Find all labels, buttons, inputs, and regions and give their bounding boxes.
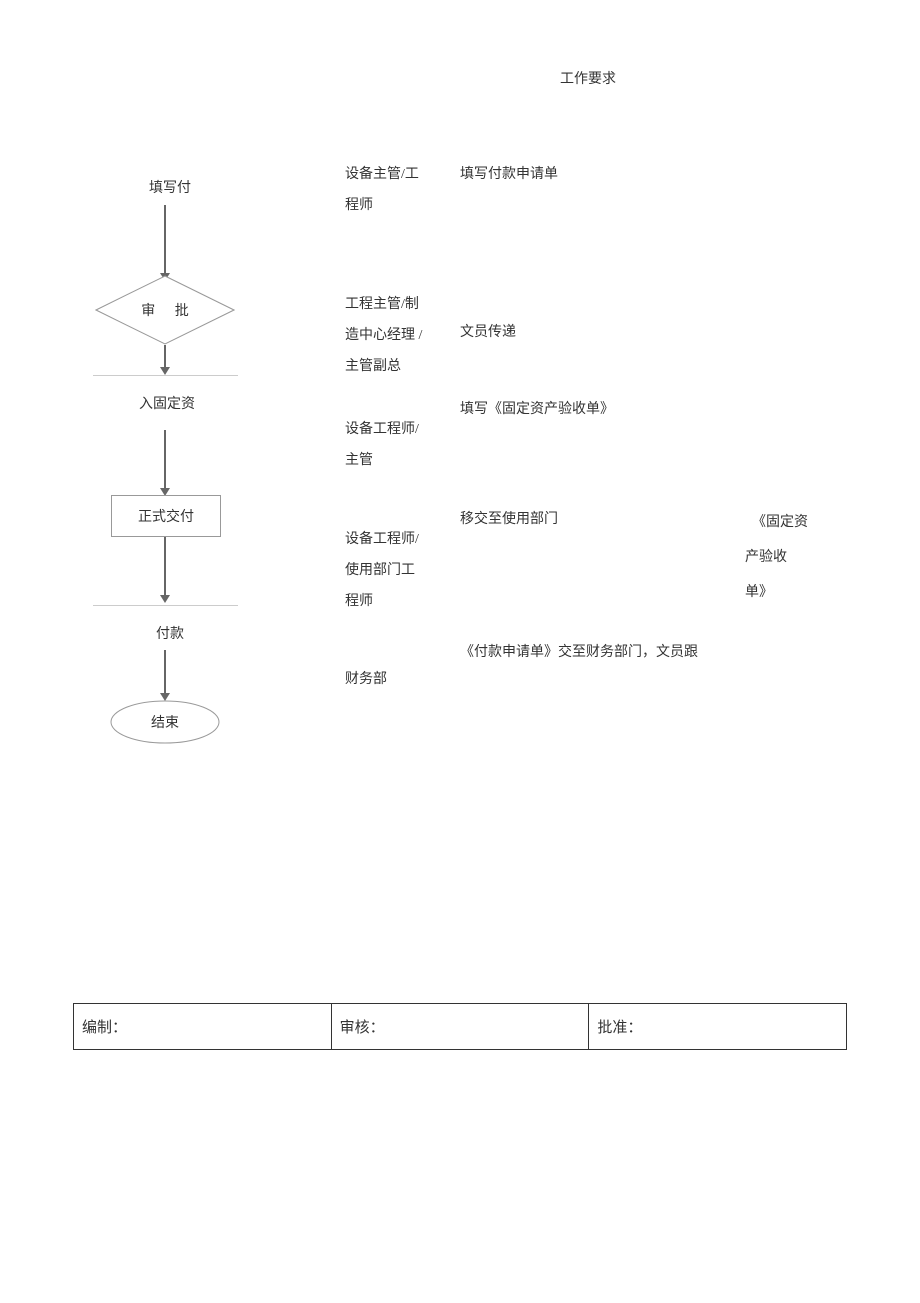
flow-node-approve: 审 批 <box>95 275 235 345</box>
responsible-r1-l2: 主管副总 <box>345 359 401 374</box>
responsible-r0-l1: 程师 <box>345 198 373 213</box>
flow-arrowhead-2a <box>160 367 170 375</box>
flow-edge-5 <box>164 650 166 695</box>
responsible-r0: 设备主管/工 程师 <box>345 160 419 222</box>
requirement-r1-l0: 文员传递 <box>460 325 516 340</box>
signoff-approve-label: 批准： <box>597 1020 642 1036</box>
flow-node-asset-entry: 入固定资 <box>117 393 217 413</box>
responsible-r3-l2: 程师 <box>345 594 373 609</box>
requirement-r2-l0: 填写《固定资产验收单》 <box>460 402 614 417</box>
requirement-r4: 《付款申请单》交至财务部门，文员跟 <box>460 638 698 669</box>
signoff-table: 编制： 审核： 批准： <box>73 1003 847 1050</box>
requirement-r0-l0: 填写付款申请单 <box>460 167 558 182</box>
responsible-r1-l0: 工程主管/制 <box>345 297 419 312</box>
flow-hrule-1 <box>93 375 238 376</box>
responsible-r2-l1: 主管 <box>345 453 373 468</box>
responsible-r1-l1: 造中心经理 / <box>345 328 422 343</box>
responsible-r3: 设备工程师/ 使用部门工 程师 <box>345 525 419 617</box>
signoff-cell-compile: 编制： <box>74 1004 332 1050</box>
flow-edge-1 <box>164 205 166 275</box>
flow-node-pay: 付款 <box>140 623 200 643</box>
signoff-cell-approve: 批准： <box>589 1004 847 1050</box>
responsible-r3-l0: 设备工程师/ <box>345 532 419 547</box>
requirement-r3-l0: 移交至使用部门 <box>460 512 558 527</box>
flow-node-deliver-label: 正式交付 <box>138 506 194 526</box>
requirement-r4-l0: 《付款申请单》交至财务部门，文员跟 <box>460 645 698 660</box>
responsible-r4-l0: 财务部 <box>345 672 387 687</box>
signoff-compile-label: 编制： <box>82 1020 127 1036</box>
forms-r0-l0: 《固定资 <box>745 515 808 530</box>
work-requirements-header: 工作要求 <box>560 68 616 88</box>
forms-r0: 《固定资 产验收 单》 <box>745 505 808 610</box>
flow-node-fill-payment: 填写付 <box>130 177 210 197</box>
forms-r0-l2: 单》 <box>745 585 773 600</box>
responsible-r3-l1: 使用部门工 <box>345 563 415 578</box>
flow-hrule-2 <box>93 605 238 606</box>
requirement-r3: 移交至使用部门 <box>460 505 558 536</box>
flow-node-end: 结束 <box>110 700 220 744</box>
signoff-review-label: 审核： <box>340 1020 385 1036</box>
flow-edge-3 <box>164 430 166 490</box>
flow-node-deliver: 正式交付 <box>111 495 221 537</box>
forms-r0-l1: 产验收 <box>745 550 787 565</box>
flow-node-end-label: 结束 <box>110 700 220 744</box>
responsible-r1: 工程主管/制 造中心经理 / 主管副总 <box>345 290 422 382</box>
responsible-r2: 设备工程师/ 主管 <box>345 415 419 477</box>
responsible-r0-l0: 设备主管/工 <box>345 167 419 182</box>
responsible-r2-l0: 设备工程师/ <box>345 422 419 437</box>
flow-edge-4 <box>164 537 166 597</box>
signoff-cell-review: 审核： <box>331 1004 589 1050</box>
requirement-r0: 填写付款申请单 <box>460 160 558 191</box>
requirement-r1: 文员传递 <box>460 318 516 349</box>
responsible-r4: 财务部 <box>345 665 387 696</box>
flow-arrowhead-4 <box>160 595 170 603</box>
flow-node-approve-label: 审 批 <box>95 275 235 345</box>
requirement-r2: 填写《固定资产验收单》 <box>460 395 614 426</box>
